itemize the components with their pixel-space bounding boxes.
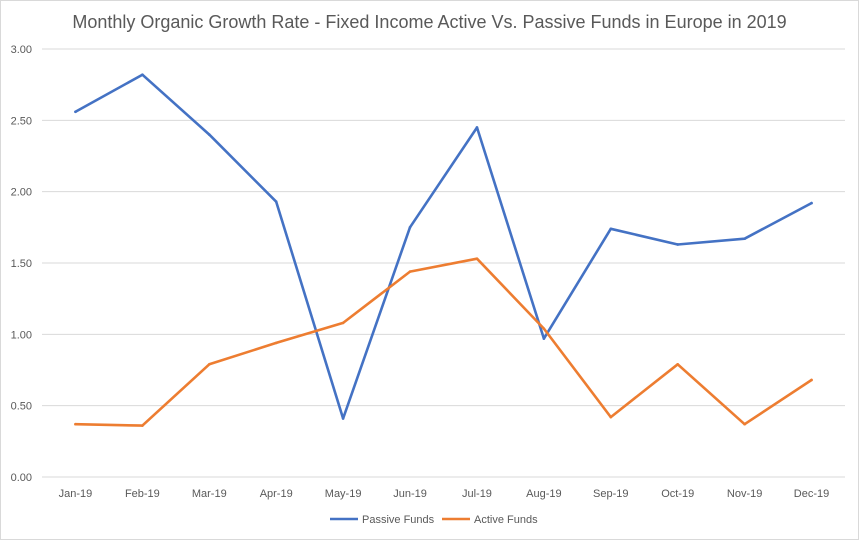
series-lines xyxy=(74,73,813,427)
y-tick-label: 1.50 xyxy=(11,258,32,270)
data-point-passive-funds xyxy=(274,200,278,203)
x-tick-label: Mar-19 xyxy=(192,488,227,500)
data-point-active-funds xyxy=(810,378,813,382)
gridlines xyxy=(42,48,845,478)
x-tick-label: Feb-19 xyxy=(125,488,160,500)
x-tick-label: Jan-19 xyxy=(59,488,93,500)
data-point-passive-funds xyxy=(609,227,613,231)
data-point-passive-funds xyxy=(475,126,479,129)
data-point-active-funds xyxy=(676,362,680,366)
data-point-active-funds xyxy=(408,270,412,273)
data-point-active-funds xyxy=(341,321,345,325)
series-line-passive-funds xyxy=(74,73,813,420)
y-tick-label: 2.50 xyxy=(11,115,32,127)
data-point-active-funds xyxy=(141,424,144,427)
x-tick-label: Apr-19 xyxy=(260,488,293,500)
data-point-passive-funds xyxy=(207,133,211,136)
data-point-passive-funds xyxy=(542,337,546,340)
data-point-active-funds xyxy=(743,422,746,426)
y-tick-label: 3.00 xyxy=(11,44,32,56)
x-tick-label: Sep-19 xyxy=(593,488,628,500)
y-tick-label: 2.00 xyxy=(11,187,32,199)
legend-label: Active Funds xyxy=(474,514,538,526)
data-point-active-funds xyxy=(74,422,77,426)
data-point-active-funds xyxy=(207,362,211,366)
y-axis-ticks: 0.00 0.50 1.00 1.50 2.00 2.50 3.00 xyxy=(11,44,32,484)
data-point-active-funds xyxy=(475,257,479,261)
x-tick-label: May-19 xyxy=(325,488,362,500)
data-point-passive-funds xyxy=(810,201,813,205)
x-tick-label: Oct-19 xyxy=(661,488,694,500)
data-point-passive-funds xyxy=(676,243,680,246)
legend: Passive Funds Active Funds xyxy=(330,514,538,526)
data-point-passive-funds xyxy=(341,417,345,420)
data-point-active-funds xyxy=(609,415,613,419)
x-tick-label: Nov-19 xyxy=(727,488,762,500)
x-tick-label: Jun-19 xyxy=(393,488,427,500)
x-axis-ticks: Jan-19 Feb-19 Mar-19 Apr-19 May-19 Jun-19 Jul-… xyxy=(59,488,830,500)
x-tick-label: Dec-19 xyxy=(794,488,829,500)
x-tick-label: Aug-19 xyxy=(526,488,561,500)
data-point-passive-funds xyxy=(74,110,77,114)
y-tick-label: 0.50 xyxy=(11,401,32,413)
legend-label: Passive Funds xyxy=(362,514,435,526)
data-point-active-funds xyxy=(542,327,546,330)
chart-title: Monthly Organic Growth Rate - Fixed Inco… xyxy=(72,12,787,32)
data-point-active-funds xyxy=(274,341,278,345)
x-tick-label: Jul-19 xyxy=(462,488,492,500)
y-tick-label: 0.00 xyxy=(11,472,32,484)
data-point-passive-funds xyxy=(408,226,412,229)
data-point-passive-funds xyxy=(743,237,746,241)
series-line-active-funds xyxy=(74,257,813,427)
y-tick-label: 1.00 xyxy=(11,329,32,341)
data-point-passive-funds xyxy=(141,73,144,76)
